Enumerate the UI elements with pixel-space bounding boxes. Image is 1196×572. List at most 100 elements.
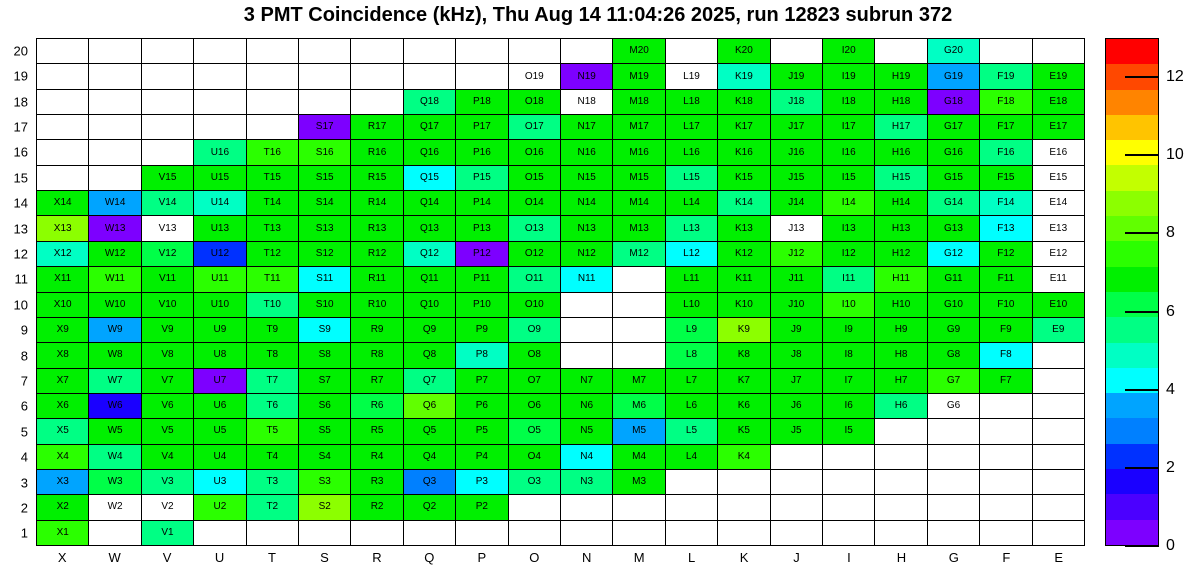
heatmap-cell	[89, 64, 141, 89]
heatmap-cell: U4	[194, 444, 246, 469]
heatmap-cell	[980, 520, 1032, 545]
heatmap-cell: T15	[246, 165, 298, 191]
heatmap-cell	[403, 520, 456, 545]
heatmap-cell: G18	[927, 89, 980, 115]
heatmap-cell: Q14	[403, 191, 456, 216]
heatmap-cell	[351, 39, 403, 64]
heatmap-cell: O9	[508, 317, 560, 343]
colorbar-tick-label: 0	[1166, 537, 1175, 554]
heatmap-cell: N19	[561, 64, 613, 89]
heatmap-cell: J13	[770, 216, 822, 241]
heatmap-cell: X4	[37, 444, 89, 469]
x-tick-label: L	[687, 550, 696, 565]
heatmap-cell	[823, 495, 875, 520]
heatmap-cell: H8	[875, 343, 927, 368]
heatmap-cell: O5	[508, 419, 560, 444]
heatmap-cell: L8	[665, 343, 718, 368]
heatmap-cell	[89, 140, 141, 165]
heatmap-cell: O6	[508, 393, 560, 419]
heatmap-cell: F12	[980, 241, 1032, 267]
heatmap-cell: Q4	[403, 444, 456, 469]
x-tick-label: S	[320, 550, 329, 565]
heatmap-cell: W12	[89, 241, 141, 267]
heatmap-cell: U16	[194, 140, 246, 165]
x-tick-label: W	[108, 550, 121, 565]
heatmap-cell: I6	[823, 393, 875, 419]
heatmap-cell: W4	[89, 444, 141, 469]
heatmap-cell: U13	[194, 216, 246, 241]
heatmap-cell: I19	[823, 64, 875, 89]
heatmap-cell	[508, 39, 560, 64]
heatmap-cell: M16	[613, 140, 665, 165]
heatmap-cell: M4	[613, 444, 665, 469]
heatmap-cell: R3	[351, 469, 403, 495]
heatmap-cell: N18	[561, 89, 613, 115]
heatmap-cell: X14	[37, 191, 89, 216]
y-tick-label: 4	[20, 449, 28, 465]
heatmap-cell: J9	[770, 317, 822, 343]
heatmap-cell: Q13	[403, 216, 456, 241]
heatmap-cell: N16	[561, 140, 613, 165]
heatmap-cell: H7	[875, 368, 927, 393]
heatmap-cell: X10	[37, 292, 89, 317]
heatmap-cell: S12	[299, 241, 351, 267]
heatmap-cell: R10	[351, 292, 403, 317]
colorbar-tick-label: 12	[1166, 68, 1184, 86]
colorbar-tick-mark	[1125, 232, 1159, 235]
heatmap-cell	[89, 165, 141, 191]
heatmap-cell: R13	[351, 216, 403, 241]
heatmap-cell	[37, 39, 89, 64]
heatmap-cell: L14	[665, 191, 718, 216]
heatmap-cell: U2	[194, 495, 246, 520]
heatmap-cell: U15	[194, 165, 246, 191]
heatmap-cell	[456, 39, 508, 64]
heatmap-cell: L19	[665, 64, 718, 89]
heatmap-cell: M3	[613, 469, 665, 495]
heatmap-cell	[89, 115, 141, 140]
heatmap-cell: T3	[246, 469, 298, 495]
heatmap-cell: Q10	[403, 292, 456, 317]
heatmap-cell: G8	[927, 343, 980, 368]
heatmap-cell	[980, 419, 1032, 444]
heatmap-cell: S3	[299, 469, 351, 495]
colorbar-band	[1106, 140, 1158, 166]
y-tick-label: 16	[13, 144, 28, 160]
heatmap-cell: W11	[89, 267, 141, 292]
heatmap-cell	[613, 292, 665, 317]
heatmap-cell: N4	[561, 444, 613, 469]
heatmap-cell: X9	[37, 317, 89, 343]
heatmap-cell	[665, 520, 718, 545]
heatmap-cell	[246, 89, 298, 115]
colorbar-tick-label: 4	[1166, 380, 1175, 398]
heatmap-cell: J5	[770, 419, 822, 444]
heatmap-cell: E10	[1032, 292, 1084, 317]
colorbar-band	[1106, 393, 1158, 419]
heatmap-cell	[508, 495, 560, 520]
heatmap-cell: V8	[141, 343, 194, 368]
heatmap-cell: V3	[141, 469, 194, 495]
heatmap-cell: G11	[927, 267, 980, 292]
heatmap-cell: L17	[665, 115, 718, 140]
heatmap-cell: K7	[718, 368, 770, 393]
x-tick-label: O	[529, 550, 540, 565]
heatmap-cell: L5	[665, 419, 718, 444]
heatmap-cell	[1032, 343, 1084, 368]
heatmap-cell: K17	[718, 115, 770, 140]
heatmap-cell: S7	[299, 368, 351, 393]
heatmap-cell: R9	[351, 317, 403, 343]
colorbar-band	[1106, 39, 1158, 65]
heatmap-cell	[770, 469, 822, 495]
colorbar-band	[1106, 165, 1158, 191]
heatmap-cell: W14	[89, 191, 141, 216]
heatmap-cell	[718, 520, 770, 545]
heatmap-cell	[194, 89, 246, 115]
heatmap-cell: S4	[299, 444, 351, 469]
heatmap-cell: M13	[613, 216, 665, 241]
heatmap-cell	[456, 64, 508, 89]
colorbar-tick-mark	[1125, 388, 1159, 391]
colorbar-tick-mark	[1125, 310, 1159, 313]
heatmap-cell: S11	[299, 267, 351, 292]
x-tick-label: V	[162, 550, 172, 565]
heatmap-cell: H19	[875, 64, 927, 89]
heatmap-cell: X1	[37, 520, 89, 545]
